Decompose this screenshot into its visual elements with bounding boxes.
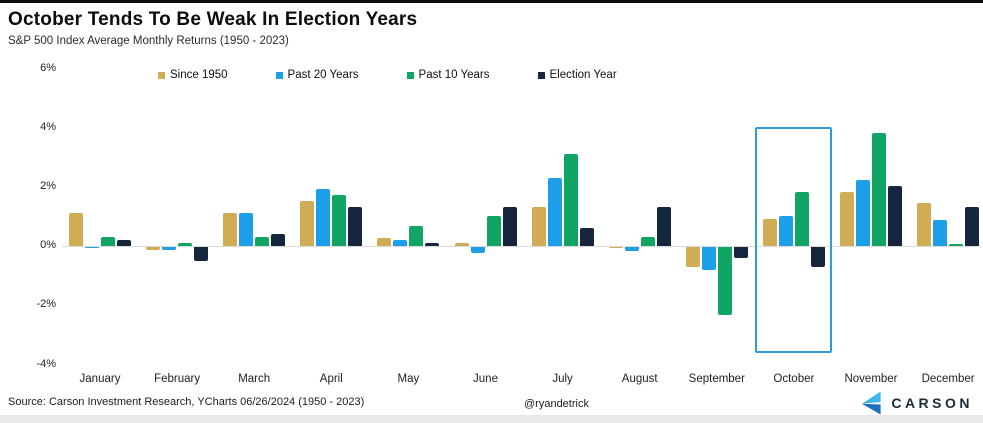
x-axis-month-label: April: [319, 373, 343, 385]
legend-swatch-icon: [158, 71, 165, 79]
bar: [393, 239, 408, 246]
bar: [872, 133, 886, 246]
x-axis-month-label: May: [397, 373, 420, 385]
x-axis-month-label: December: [921, 373, 975, 385]
y-axis-tick-label: -2%: [36, 298, 56, 311]
legend-item: Election Year: [537, 69, 617, 81]
bar: [194, 246, 209, 262]
bar: [223, 213, 238, 246]
bar: [840, 192, 854, 246]
x-axis-month-label: August: [621, 373, 658, 385]
bar: [377, 238, 392, 246]
bar: [701, 246, 716, 271]
bar: [348, 207, 363, 246]
bar: [856, 180, 870, 246]
bar: [425, 242, 440, 246]
bar: [778, 216, 793, 246]
x-axis-month-label: June: [473, 373, 498, 385]
bar: [85, 246, 99, 249]
y-axis-tick-label: 6%: [40, 61, 56, 74]
bar: [146, 246, 161, 250]
bar: [933, 220, 948, 246]
carson-chevron-icon: [862, 391, 881, 415]
bar: [255, 236, 270, 246]
legend-swatch-icon: [537, 71, 545, 79]
legend-item: Past 10 Years: [406, 69, 490, 81]
bar: [965, 207, 980, 246]
october-highlight-box: [755, 127, 833, 353]
chart-title: October Tends To Be Weak In Election Yea…: [8, 9, 418, 30]
chart-subtitle: S&P 500 Index Average Monthly Returns (1…: [8, 35, 289, 47]
bar: [733, 246, 748, 259]
bar: [271, 233, 286, 246]
x-axis-month-label: July: [552, 373, 573, 385]
legend-item: Since 1950: [158, 69, 228, 81]
bar: [162, 246, 177, 250]
bar: [486, 216, 501, 246]
bar: [949, 244, 964, 246]
x-axis-month-label: November: [844, 373, 898, 385]
bar: [547, 177, 562, 246]
bar: [117, 239, 131, 246]
legend-swatch-icon: [406, 71, 414, 79]
bar: [810, 246, 825, 268]
legend-label: Election Year: [549, 69, 617, 81]
y-axis-tick-label: 4%: [40, 120, 56, 133]
legend-label: Past 10 Years: [418, 69, 490, 81]
bar: [656, 207, 671, 246]
bar: [579, 227, 594, 246]
y-axis-tick-label: 2%: [40, 179, 56, 192]
bar: [300, 201, 315, 246]
bar: [101, 236, 115, 246]
legend: Since 1950 Past 20 Years Past 10 Years Elec…: [158, 69, 617, 81]
bar: [470, 246, 485, 253]
bar: [717, 246, 732, 315]
legend-label: Past 20 Years: [287, 69, 359, 81]
bar: [888, 186, 902, 246]
bar: [454, 242, 469, 246]
x-axis-month-label: January: [79, 373, 121, 385]
bottom-border: [0, 415, 983, 423]
x-axis-month-label: February: [154, 373, 201, 385]
bar: [332, 195, 347, 246]
bar: [685, 246, 700, 268]
bar: [608, 246, 623, 249]
bar: [316, 189, 331, 246]
bar: [69, 213, 83, 246]
brand-name: CARSON: [891, 395, 973, 411]
author-handle: @ryandetrick: [524, 398, 589, 410]
bar: [640, 236, 655, 246]
legend-swatch-icon: [275, 71, 283, 79]
bar: [762, 218, 777, 246]
legend-label: Since 1950: [170, 69, 228, 81]
source-text: Source: Carson Investment Research, YCha…: [8, 396, 365, 408]
legend-item: Past 20 Years: [275, 69, 359, 81]
bar: [531, 207, 546, 246]
bar: [917, 202, 932, 246]
x-axis-month-label: March: [238, 373, 271, 385]
bar: [624, 246, 639, 252]
bar: [178, 242, 193, 246]
bar: [239, 213, 254, 246]
bar: [794, 192, 809, 246]
x-axis-month-label: September: [688, 373, 745, 385]
y-axis-tick-label: -4%: [36, 357, 56, 370]
y-axis-tick-label: 0%: [40, 239, 56, 252]
bar: [409, 226, 424, 246]
bar: [502, 207, 517, 246]
zero-gridline: [62, 245, 981, 247]
x-axis-month-label: October: [773, 373, 815, 385]
top-border: [0, 0, 983, 3]
bar: [563, 153, 578, 246]
brand-logo: CARSON: [859, 391, 973, 415]
